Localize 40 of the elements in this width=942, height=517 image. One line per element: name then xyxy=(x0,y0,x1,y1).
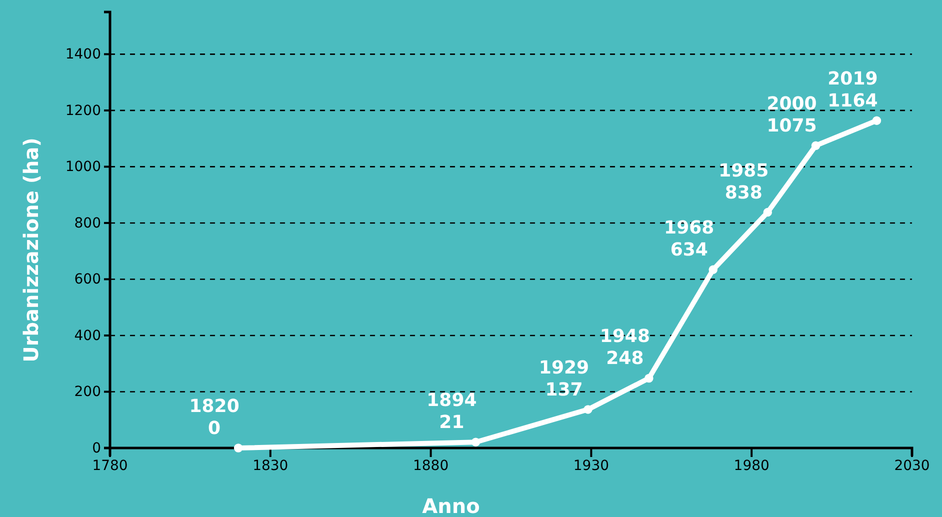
data-label: 1075 xyxy=(766,116,817,137)
point xyxy=(644,374,654,383)
point xyxy=(584,405,592,414)
y-tick-label: 600 xyxy=(74,272,101,288)
annotation: 1929 xyxy=(538,357,590,378)
point xyxy=(872,116,882,125)
data-label: 0 xyxy=(208,418,221,439)
annotation: 1948 xyxy=(600,326,650,348)
annotation: 1985 xyxy=(718,160,769,182)
x-tick-label: 1830 xyxy=(252,458,288,474)
data-label: 248 xyxy=(606,348,644,370)
x-tick-label: 2030 xyxy=(894,458,930,474)
data-label: 838 xyxy=(724,182,762,204)
y-tick-label: 1000 xyxy=(65,159,101,176)
x-tick-label: 1930 xyxy=(573,458,610,474)
point xyxy=(471,438,480,446)
x-tick-label: 1880 xyxy=(412,458,449,474)
data-label: 137 xyxy=(545,379,583,400)
annotation: 1968 xyxy=(664,218,714,239)
x-tick-label: 1980 xyxy=(734,458,770,474)
x-axis-title: Anno xyxy=(422,494,480,517)
y-tick-label: 400 xyxy=(74,328,101,344)
y-axis-title: Urbanizzazione (ha) xyxy=(19,138,43,362)
point xyxy=(234,444,243,452)
data-label: 1164 xyxy=(828,90,878,112)
y-tick-label: 200 xyxy=(74,384,101,400)
annotation: 2019 xyxy=(828,68,878,90)
point xyxy=(811,141,820,150)
y-tick-label: 0 xyxy=(92,440,101,456)
annotation: 2000 xyxy=(766,94,817,115)
data-label: 21 xyxy=(439,412,464,434)
annotation: 1820 xyxy=(189,396,240,417)
point xyxy=(708,265,718,274)
x-tick-label: 1780 xyxy=(92,458,128,474)
y-tick-label: 800 xyxy=(74,215,101,232)
point xyxy=(763,208,772,217)
annotation: 1894 xyxy=(426,390,477,412)
y-tick-label: 1200 xyxy=(65,102,101,119)
y-tick-label: 1400 xyxy=(65,46,101,63)
data-label: 634 xyxy=(670,240,708,261)
